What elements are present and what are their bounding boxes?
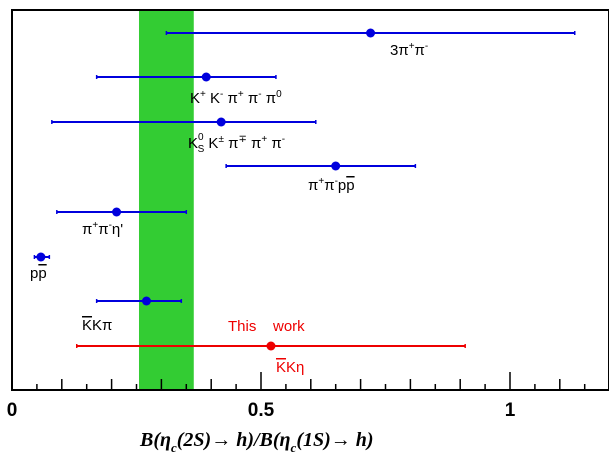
- marker: [112, 207, 122, 217]
- x-axis-ticks: 0 0.5 1: [7, 372, 586, 421]
- x-axis-title: B(ηc(2S)→ h)/B(ηc(1S)→ h): [139, 429, 374, 455]
- annotation-this-work: This work: [228, 318, 305, 335]
- marker: [331, 161, 341, 171]
- data-point-7: [75, 341, 466, 351]
- data-point-0: [165, 28, 576, 38]
- point-label-0: 3π+π-: [390, 41, 428, 59]
- point-label-3: π+π-pp: [308, 176, 355, 194]
- data-point-2: [51, 117, 317, 127]
- marker: [266, 341, 276, 351]
- data-point-6: [95, 296, 183, 306]
- marker: [36, 252, 46, 262]
- marker: [366, 28, 376, 38]
- x-tick-label: 0.5: [248, 400, 275, 421]
- point-label-5: pp: [30, 265, 47, 282]
- x-tick-label: 1: [505, 400, 516, 421]
- point-label-1: K+ K- π+ π- π0: [190, 89, 282, 107]
- marker: [141, 296, 151, 306]
- data-points: [33, 28, 576, 351]
- data-point-4: [56, 207, 188, 217]
- point-label-7: KKη: [276, 359, 304, 376]
- point-label-6: KKπ: [82, 317, 112, 334]
- average-band: [138, 11, 194, 389]
- x-tick-label: 0: [7, 400, 18, 421]
- data-point-1: [95, 72, 277, 82]
- data-point-3: [225, 161, 417, 171]
- point-label-4: π+π-η': [82, 220, 123, 238]
- data-point-5: [33, 252, 51, 262]
- marker: [201, 72, 211, 82]
- marker: [216, 117, 226, 127]
- point-label-2: K0 S K± π∓ π+ π-: [188, 132, 285, 155]
